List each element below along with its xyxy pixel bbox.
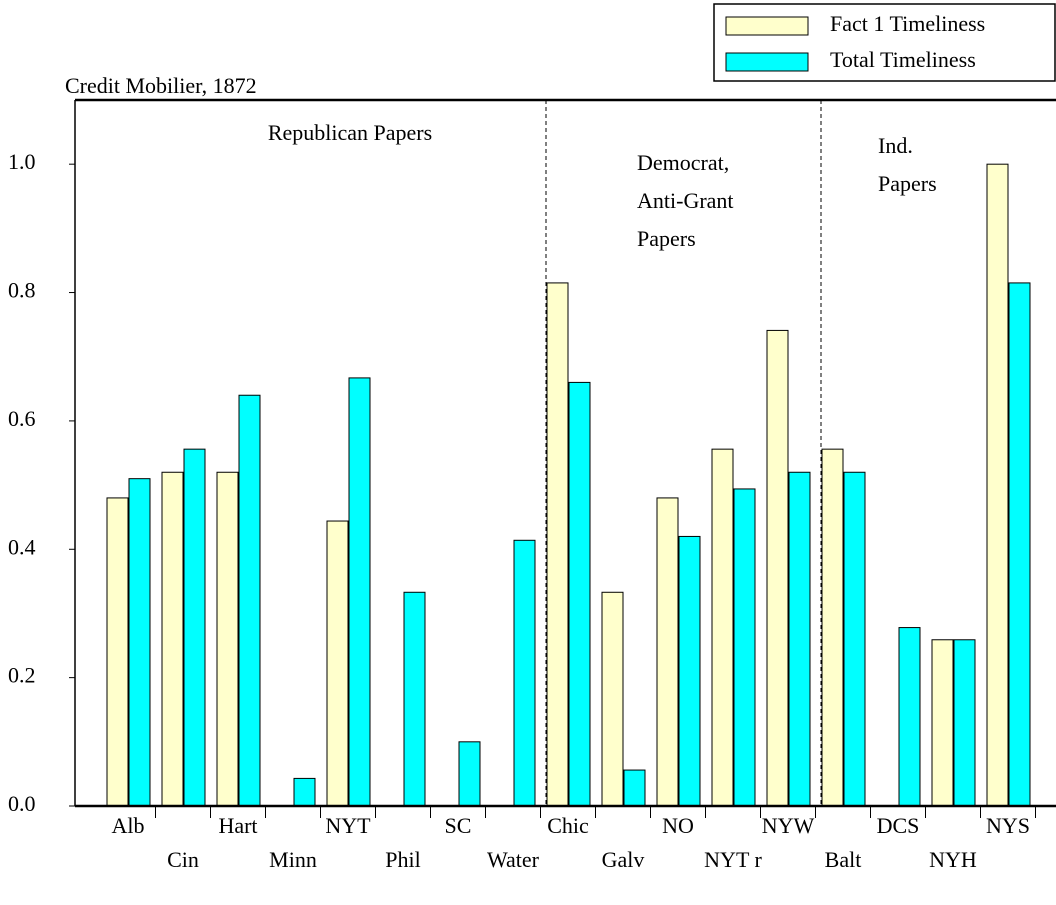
y-tick-label: 0.2: [8, 663, 36, 688]
bar: [788, 471, 811, 807]
bar: [546, 282, 569, 807]
annotation: Republican Papers: [268, 120, 432, 145]
bar: [238, 394, 261, 807]
bar: [623, 769, 646, 807]
x-tick-label: DCS: [877, 813, 920, 838]
bar: [403, 591, 426, 807]
bar: [348, 377, 371, 807]
x-tick-label: Balt: [825, 847, 862, 872]
y-tick-label: 1.0: [8, 149, 36, 174]
x-tick-label: Alb: [112, 813, 145, 838]
x-tick-label: NYT: [325, 813, 371, 838]
bar: [568, 381, 591, 807]
bar: [458, 741, 481, 807]
x-tick-label: Chic: [547, 813, 589, 838]
bar: [326, 520, 349, 807]
legend-swatch: [725, 52, 809, 72]
bar: [931, 639, 954, 807]
x-tick-label: Phil: [385, 847, 420, 872]
bar: [1008, 282, 1031, 807]
x-tick-label: SC: [445, 813, 472, 838]
x-tick-label: NYW: [762, 813, 815, 838]
bar: [601, 591, 624, 807]
y-tick-label: 0.6: [8, 406, 36, 431]
x-tick-label: Minn: [269, 847, 317, 872]
bar: [986, 163, 1009, 807]
x-tick-label: NYT r: [704, 847, 762, 872]
annotation: Anti-Grant: [637, 188, 734, 213]
legend-label: Total Timeliness: [830, 47, 976, 72]
x-tick-label: Cin: [167, 847, 199, 872]
legend-swatch: [725, 16, 809, 36]
bar: [898, 627, 921, 807]
annotation: Democrat,: [637, 150, 729, 175]
bar: [733, 488, 756, 807]
bar: [843, 471, 866, 807]
bar: [678, 535, 701, 807]
y-tick-label: 0.8: [8, 278, 36, 303]
y-tick-label: 0.4: [8, 534, 36, 559]
bar: [953, 639, 976, 807]
x-tick-label: NYS: [986, 813, 1030, 838]
annotation: Ind.: [878, 133, 913, 158]
legend-label: Fact 1 Timeliness: [830, 11, 985, 36]
bar: [216, 471, 239, 807]
x-tick-label: Water: [487, 847, 540, 872]
bar: [711, 448, 734, 807]
x-tick-label: Hart: [218, 813, 257, 838]
bar: [161, 471, 184, 807]
bar: [293, 777, 316, 807]
x-tick-label: Galv: [602, 847, 645, 872]
bar: [656, 497, 679, 807]
bar: [106, 497, 129, 807]
annotation: Papers: [637, 226, 696, 251]
y-tick-label: 0.0: [8, 791, 36, 816]
bar: [183, 448, 206, 807]
chart-title: Credit Mobilier, 1872: [65, 73, 257, 98]
bar: [513, 539, 536, 807]
bar: [821, 448, 844, 807]
annotation: Papers: [878, 171, 937, 196]
x-tick-label: NO: [662, 813, 694, 838]
bar: [128, 478, 151, 807]
bar: [766, 329, 789, 807]
x-tick-label: NYH: [929, 847, 977, 872]
